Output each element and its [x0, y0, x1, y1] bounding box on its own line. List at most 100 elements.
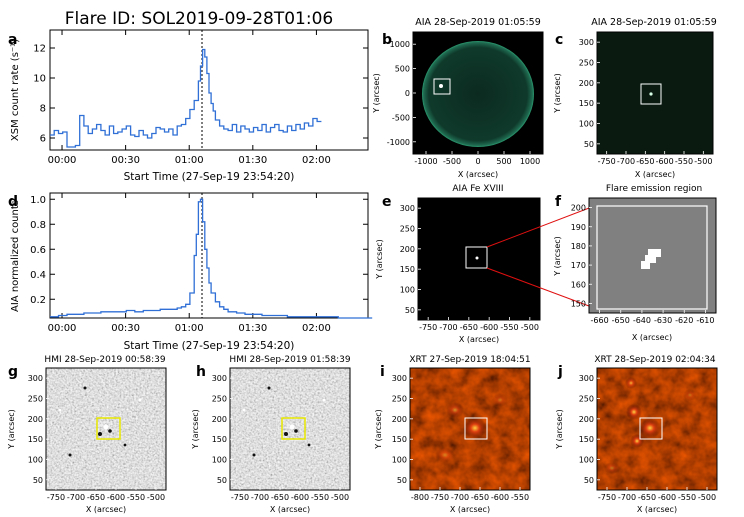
- solar-disk: [422, 41, 534, 147]
- y-tick-label: 150: [28, 435, 43, 444]
- y-tick-label: 150: [400, 265, 415, 274]
- panel-title: AIA 28-Sep-2019 01:05:59: [591, 17, 717, 28]
- plot-frame: [596, 367, 718, 491]
- y-tick-label: 200: [579, 415, 594, 424]
- y-ticks: 6 8 10 12: [33, 44, 368, 145]
- flare-bright-point: [475, 256, 479, 260]
- y-tick-label: 160: [571, 280, 586, 289]
- y-tick-label: 300: [28, 374, 43, 383]
- y-tick-label: 500: [395, 65, 410, 74]
- y-tick-label: 180: [571, 242, 586, 251]
- x-tick-label: -550: [311, 493, 329, 502]
- x-axis-label: X (arcsec): [459, 335, 499, 344]
- x-tick-label: 500: [496, 157, 511, 166]
- y-tick-label: 0.8: [30, 220, 46, 231]
- x-tick-label: -550: [678, 493, 696, 502]
- y-tick-label: 150: [212, 435, 227, 444]
- x-tick-label: -550: [500, 323, 518, 332]
- panel-title: XRT 27-Sep-2019 18:04:51: [409, 355, 530, 365]
- panel-letter: a: [8, 32, 17, 48]
- y-tick-label: 170: [571, 261, 586, 270]
- panel-letter: e: [382, 194, 392, 210]
- y-tick-label: 190: [571, 223, 586, 232]
- xrt-emission-sources: [604, 377, 697, 474]
- magnetic-polarity-spots: [58, 386, 152, 472]
- x-axis-label: X (arcsec): [635, 170, 675, 179]
- x-tick-label: -750: [419, 323, 437, 332]
- x-tick-label: -650: [271, 493, 289, 502]
- x-tick-label: -750: [431, 493, 449, 502]
- y-axis-label: Y (arcsec): [7, 409, 16, 450]
- panel-h: h HMI 28-Sep-2019 01:58:39 -750 -700 -650-…: [191, 355, 351, 514]
- y-tick-label: 100: [579, 120, 594, 129]
- plot-frame: [596, 31, 714, 155]
- x-axis-label: X (arcsec): [270, 505, 310, 514]
- x-tick-label: -600: [656, 157, 674, 166]
- y-axis-label: Y (arcsec): [374, 409, 383, 450]
- x-tick-label: -650: [612, 316, 630, 325]
- x-tick-label: -550: [127, 493, 145, 502]
- y-tick-label: 0.4: [30, 270, 46, 281]
- x-tick-label: -700: [451, 493, 469, 502]
- region-box: [465, 246, 488, 269]
- panel-c: c AIA 28-Sep-2019 01:05:59 -750 -700 -650-…: [553, 17, 717, 179]
- active-region-bright-point: [439, 84, 443, 88]
- panel-b: b AIA 28-Sep-2019 01:05:59 -1000 -500 0 500…: [372, 17, 544, 179]
- y-tick-label: 50: [584, 140, 594, 149]
- x-tick-label: -650: [636, 157, 654, 166]
- y-tick-label: 200: [400, 245, 415, 254]
- x-axis-label: Start Time (27-Sep-19 23:54:20): [124, 340, 295, 352]
- y-tick-label: 50: [397, 476, 407, 485]
- x-tick-label: -550: [675, 157, 693, 166]
- x-tick-label: -650: [460, 323, 478, 332]
- y-tick-label: 250: [579, 59, 594, 68]
- y-tick-label: 300: [579, 374, 594, 383]
- x-tick-label: -700: [618, 493, 636, 502]
- x-tick-label: -1000: [414, 157, 437, 166]
- panel-e: e AIA Fe XVIII -750 -700 -650 -600 -550 -500 3…: [375, 184, 541, 344]
- y-axis-label: Y (arcsec): [553, 73, 562, 114]
- x-axis-label: X (arcsec): [632, 333, 672, 342]
- y-tick-label: 250: [28, 395, 43, 404]
- flare-bright-point: [649, 92, 653, 96]
- x-tick-label: 01:00: [175, 323, 204, 334]
- y-tick-label: 12: [33, 44, 46, 55]
- x-axis-label: Start Time (27-Sep-19 23:54:20): [124, 171, 295, 183]
- panel-i: i XRT 27-Sep-2019 18:04:51 -800 -750 -700-…: [374, 355, 531, 514]
- y-tick-label: 300: [212, 374, 227, 383]
- y-tick-label: 1000: [390, 40, 410, 49]
- x-tick-label: -750: [47, 493, 65, 502]
- zoom-connector-bottom: [486, 267, 598, 310]
- region-box: [433, 78, 451, 95]
- x-tick-label: -640: [633, 316, 651, 325]
- xrt-emission-sources: [435, 393, 508, 463]
- panel-letter: c: [555, 32, 563, 48]
- panel-j: j XRT 28-Sep-2019 02:04:34 -750 -700 -650-…: [555, 355, 718, 514]
- x-ticks: 00:00 00:30 01:00 01:30 02:00: [48, 30, 331, 166]
- region-box: [639, 417, 663, 440]
- x-tick-label: -650: [87, 493, 105, 502]
- panel-letter: h: [196, 364, 206, 380]
- x-axis-label: X (arcsec): [450, 505, 490, 514]
- y-tick-label: 50: [217, 476, 227, 485]
- x-tick-label: -600: [291, 493, 309, 502]
- y-tick-label: 50: [405, 306, 415, 315]
- aia-normalized-counts-series: [50, 198, 373, 319]
- y-axis-label: Y (arcsec): [191, 409, 200, 450]
- x-axis-label: X (arcsec): [637, 505, 677, 514]
- x-axis-label: X (arcsec): [458, 170, 498, 179]
- region-box: [281, 417, 306, 440]
- y-tick-label: 300: [392, 374, 407, 383]
- x-tick-label: -750: [598, 157, 616, 166]
- y-tick-label: 250: [579, 395, 594, 404]
- y-tick-label: 200: [571, 204, 586, 213]
- panel-letter: f: [555, 194, 562, 210]
- y-tick-label: 100: [212, 456, 227, 465]
- x-tick-label: 02:00: [302, 323, 331, 334]
- x-tick-label: -700: [251, 493, 269, 502]
- region-box: [96, 417, 121, 440]
- y-tick-label: 6: [40, 134, 46, 145]
- magnetic-polarity-spots: [242, 386, 336, 472]
- x-tick-label: 1000: [520, 157, 540, 166]
